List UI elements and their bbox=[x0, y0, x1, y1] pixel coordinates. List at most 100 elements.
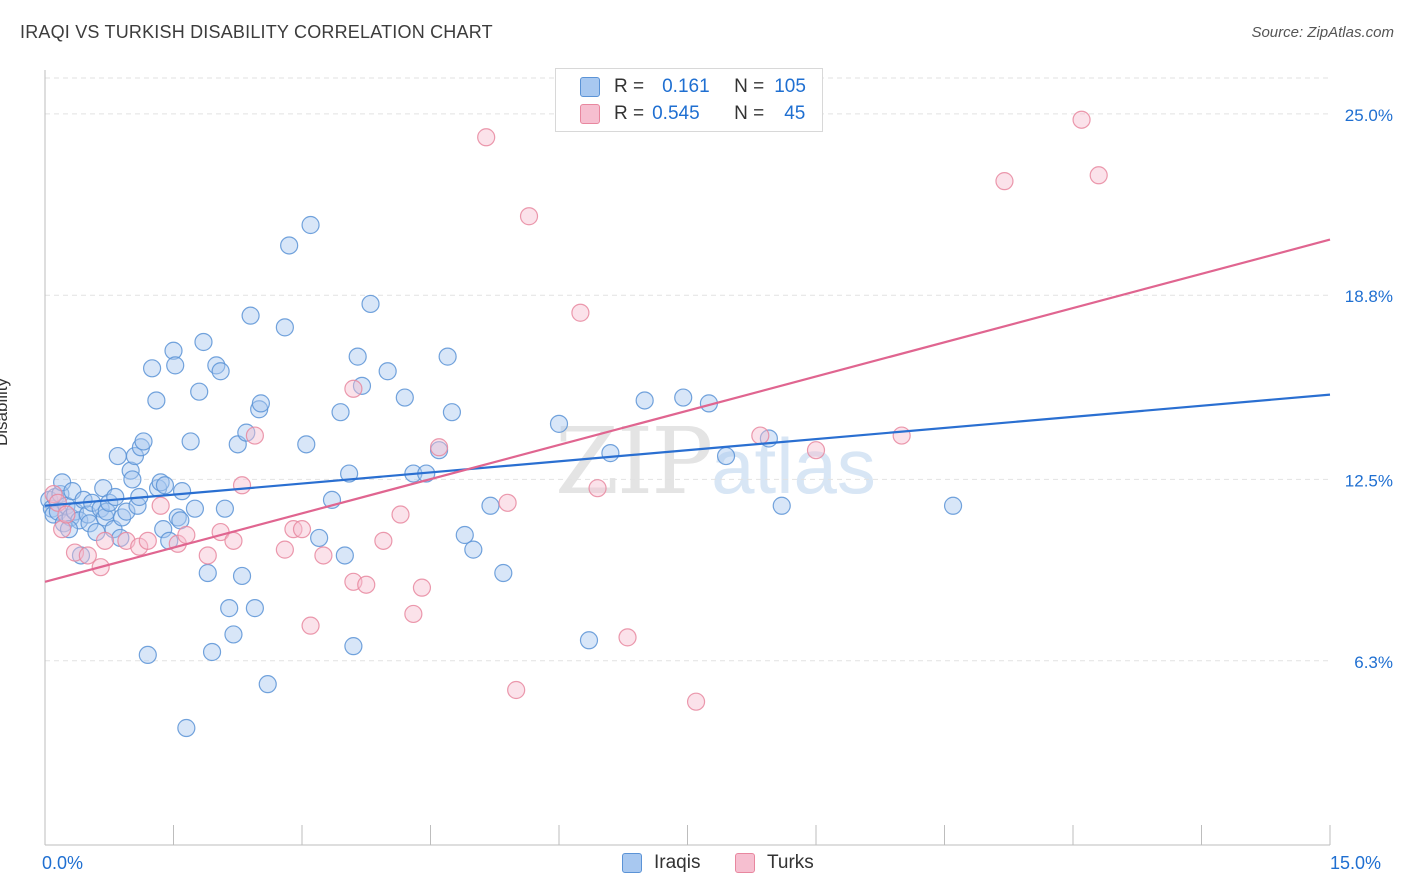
trend-lines bbox=[44, 238, 1331, 583]
turks-swatch bbox=[735, 853, 755, 873]
r-label: R = bbox=[614, 103, 645, 124]
iraqis-point bbox=[395, 388, 414, 407]
iraqis-point bbox=[123, 470, 142, 489]
n-label: N = bbox=[734, 76, 765, 97]
y-tick-label: 18.8% bbox=[1345, 287, 1393, 306]
iraqis-point bbox=[494, 563, 513, 583]
iraqis-point bbox=[181, 432, 200, 451]
iraqis-point bbox=[340, 464, 359, 483]
iraqis-point bbox=[716, 446, 736, 466]
turks-point bbox=[53, 520, 72, 539]
turks-point bbox=[1089, 166, 1108, 185]
stats-row-turks: R = 0.545 N = 45 bbox=[580, 102, 805, 126]
turks-point bbox=[404, 604, 423, 624]
axes bbox=[44, 70, 1331, 846]
r-value: 0.545 bbox=[652, 103, 700, 124]
turks-point bbox=[44, 484, 63, 504]
turks-point bbox=[391, 505, 410, 524]
iraqis-swatch bbox=[580, 77, 600, 97]
turks-point bbox=[292, 520, 312, 539]
iraqis-point bbox=[220, 599, 239, 618]
turks-point bbox=[344, 379, 363, 398]
iraqis-point bbox=[674, 388, 693, 407]
turks-point bbox=[429, 438, 449, 457]
iraqis-point bbox=[232, 566, 252, 586]
turks-point bbox=[412, 578, 432, 597]
iraqis-point bbox=[245, 599, 264, 618]
turks-point bbox=[892, 426, 911, 445]
n-label: N = bbox=[734, 103, 765, 124]
iraqis-point bbox=[117, 502, 136, 521]
turks-point bbox=[301, 616, 320, 635]
y-tick-label: 12.5% bbox=[1345, 471, 1393, 490]
turks-point bbox=[477, 128, 496, 147]
legend-item-iraqis: Iraqis bbox=[622, 852, 700, 874]
chart-title: IRAQI VS TURKISH DISABILITY CORRELATION … bbox=[20, 22, 493, 42]
iraqis-point bbox=[108, 446, 127, 466]
turks-swatch bbox=[580, 104, 600, 124]
legend-item-turks: Turks bbox=[735, 852, 814, 874]
iraqis-point bbox=[155, 476, 175, 495]
turks-point bbox=[198, 546, 217, 565]
iraqis-point bbox=[134, 432, 153, 451]
r-value: 0.161 bbox=[662, 76, 710, 97]
iraqis-point bbox=[258, 675, 277, 694]
r-label: R = bbox=[614, 76, 645, 97]
iraqis-point bbox=[310, 528, 329, 548]
turks-trend-line bbox=[44, 238, 1331, 583]
n-value: 45 bbox=[784, 103, 806, 124]
iraqis-point bbox=[190, 382, 209, 401]
iraqis-trend-line bbox=[44, 393, 1331, 507]
iraqis-point bbox=[125, 446, 145, 466]
turks-point bbox=[618, 628, 637, 647]
iraqis-point bbox=[335, 546, 354, 565]
turks-point bbox=[224, 531, 243, 550]
iraqis-point bbox=[549, 414, 569, 433]
iraqis-point bbox=[361, 294, 380, 314]
turks-point bbox=[751, 426, 770, 445]
iraqis-point bbox=[464, 540, 483, 559]
iraqis-point bbox=[251, 394, 270, 413]
turks-point bbox=[177, 525, 196, 545]
iraqis-point bbox=[147, 391, 166, 410]
x-tick-label-max: 15.0% bbox=[1330, 853, 1382, 873]
iraqis-points bbox=[40, 215, 963, 738]
iraqis-point bbox=[378, 362, 397, 381]
iraqis-point bbox=[106, 487, 125, 507]
source-label: Source: ZipAtlas.com bbox=[1251, 24, 1394, 41]
turks-point bbox=[245, 426, 264, 445]
iraqis-swatch bbox=[622, 853, 642, 873]
iraqis-point bbox=[215, 499, 234, 518]
iraqis-point bbox=[154, 520, 173, 539]
y-tick-label: 6.3% bbox=[1354, 653, 1393, 672]
iraqis-point bbox=[442, 403, 462, 422]
iraqis-point bbox=[275, 318, 294, 337]
turks-point bbox=[374, 531, 393, 550]
iraqis-point bbox=[59, 520, 79, 539]
iraqis-point bbox=[455, 525, 474, 545]
iraqis-point bbox=[579, 631, 599, 650]
turks-point bbox=[314, 546, 333, 565]
turks-point bbox=[357, 575, 376, 594]
legend-label-turks: Turks bbox=[767, 852, 814, 873]
turks-point bbox=[78, 546, 97, 565]
turks-point bbox=[498, 493, 517, 512]
iraqis-point bbox=[166, 356, 185, 375]
iraqis-point bbox=[198, 563, 217, 583]
iraqis-point bbox=[142, 359, 162, 378]
turks-point bbox=[519, 207, 539, 226]
stats-row-iraqis: R = 0.161 N = 105 bbox=[580, 75, 806, 99]
iraqis-point bbox=[943, 496, 963, 515]
iraqis-point bbox=[601, 444, 620, 463]
iraqis-point bbox=[280, 236, 299, 255]
turks-point bbox=[995, 172, 1014, 191]
turks-point bbox=[1072, 110, 1091, 129]
n-value: 105 bbox=[774, 76, 806, 97]
iraqis-point bbox=[164, 341, 183, 360]
y-axis-label: Disability bbox=[0, 377, 11, 446]
legend-label-iraqis: Iraqis bbox=[654, 852, 701, 873]
turks-point bbox=[95, 531, 115, 550]
iraqis-point bbox=[211, 362, 230, 381]
iraqis-point bbox=[224, 625, 243, 644]
